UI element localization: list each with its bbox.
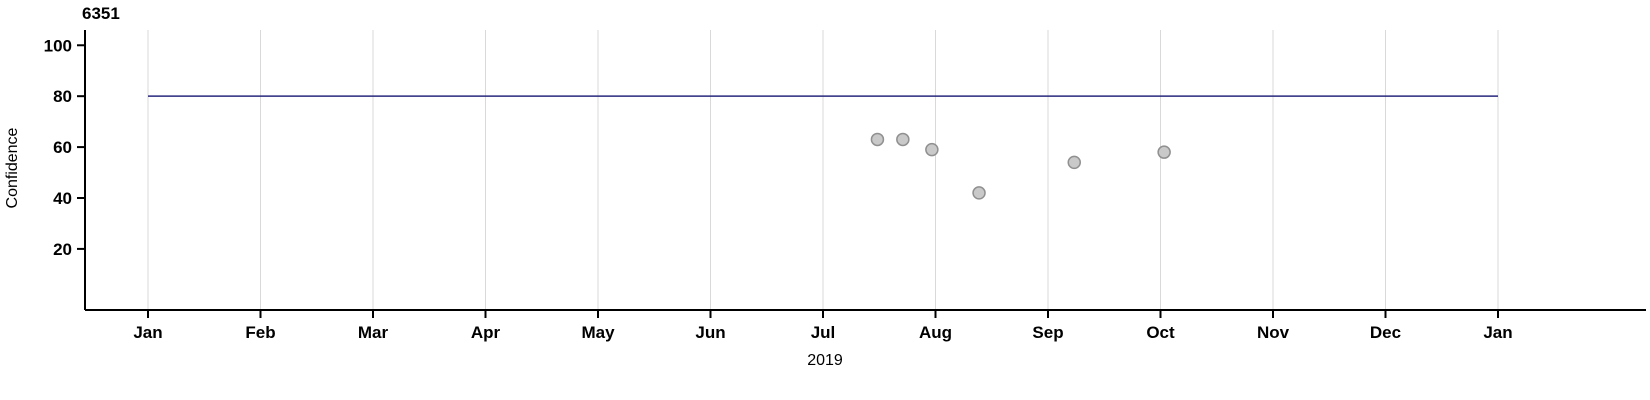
x-tick-label: Jan: [133, 323, 162, 342]
x-tick-label: Jul: [811, 323, 836, 342]
data-point: [972, 186, 986, 200]
x-tick-label: Nov: [1257, 323, 1290, 342]
data-point: [925, 142, 939, 157]
x-tick-label: Jan: [1483, 323, 1512, 342]
x-axis-title: 2019: [807, 352, 843, 369]
data-point: [1157, 145, 1171, 159]
x-tick-label: Oct: [1146, 323, 1175, 342]
y-tick-label: 60: [53, 138, 72, 157]
y-tick-label: 80: [53, 87, 72, 106]
x-tick-label: Mar: [358, 323, 389, 342]
x-tick-label: Feb: [245, 323, 275, 342]
x-tick-label: May: [581, 323, 615, 342]
y-tick-label: 20: [53, 240, 72, 259]
x-tick-label: Aug: [919, 323, 952, 342]
x-tick-label: Jun: [695, 323, 725, 342]
data-point: [1067, 155, 1081, 170]
y-tick-label: 40: [53, 189, 72, 208]
data-point: [896, 132, 910, 147]
x-tick-label: Dec: [1370, 323, 1401, 342]
data-point: [870, 132, 885, 147]
x-tick-label: Sep: [1032, 323, 1063, 342]
x-tick-label: Apr: [471, 323, 501, 342]
chart-title: 6351: [82, 4, 120, 23]
y-tick-label: 100: [44, 36, 72, 55]
